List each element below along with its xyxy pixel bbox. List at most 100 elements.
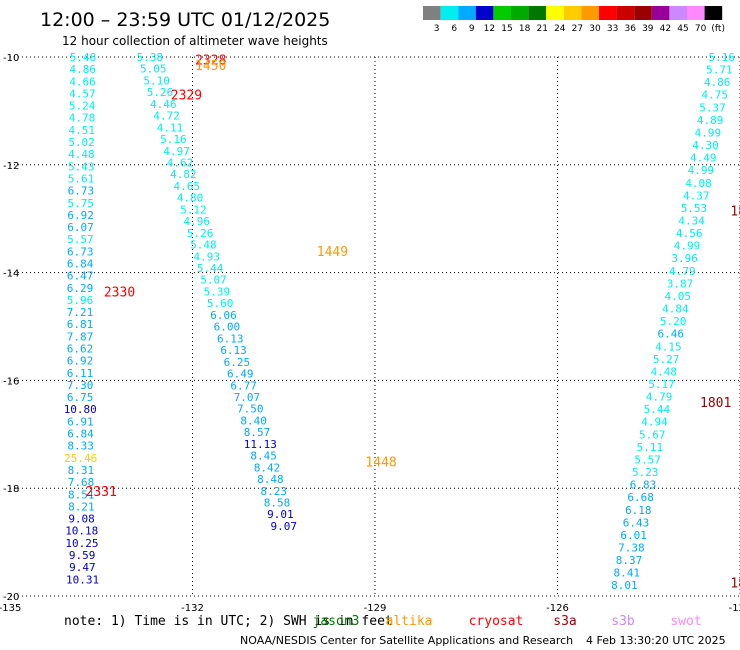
wave-height-value: 5.20 (660, 315, 687, 328)
wave-height-value: 8.58 (264, 496, 291, 509)
scale-label: 3 (434, 24, 440, 34)
x-tick-label: -126 (546, 603, 569, 614)
satellite-legend-item: s3a (553, 614, 576, 629)
wave-height-value: 8.41 (613, 567, 640, 580)
wave-height-value: 6.68 (627, 491, 654, 504)
wave-height-value: 9.07 (271, 520, 298, 533)
wave-height-value: 4.80 (177, 192, 204, 205)
scale-swatch (704, 6, 723, 20)
wave-height-value: 6.00 (214, 321, 241, 334)
wave-height-value: 8.37 (616, 554, 643, 567)
wave-height-value: 4.94 (641, 416, 668, 429)
wave-height-value: 5.27 (653, 353, 680, 366)
pass-time-label: 1800 (730, 205, 740, 220)
wave-height-value: 6.07 (67, 221, 94, 234)
wave-height-value: 7.07 (234, 391, 261, 404)
wave-height-value: 5.02 (68, 136, 95, 149)
scale-swatch (546, 6, 564, 20)
wave-height-value: 6.43 (623, 516, 650, 529)
wave-height-value: 5.26 (147, 86, 174, 99)
pass-time-label: 2330 (104, 285, 135, 300)
wave-height-value: 4.37 (683, 189, 710, 202)
wave-height-value: 8.57 (244, 426, 271, 439)
scale-swatch (616, 6, 635, 20)
wave-height-value: 4.89 (697, 114, 724, 127)
wave-height-value: 4.93 (194, 250, 221, 263)
wave-height-value: 6.49 (227, 368, 254, 381)
wave-height-value: 5.24 (69, 100, 96, 113)
satellite-legend-item: s3b (611, 614, 635, 629)
page-title: 12:00 – 23:59 UTC 01/12/2025 (40, 9, 330, 31)
wave-height-value: 5.05 (140, 63, 167, 76)
wave-height-value: 4.66 (69, 75, 96, 88)
scale-swatch (563, 6, 582, 20)
wave-height-value: 4.82 (170, 168, 197, 181)
wave-height-value: 6.46 (658, 328, 685, 341)
wave-height-value: 5.57 (634, 453, 661, 466)
scale-label: 15 (501, 24, 512, 34)
wave-height-value: 7.87 (67, 330, 94, 343)
wave-height-value: 5.07 (200, 274, 227, 287)
x-tick-label: -123 (729, 603, 740, 614)
wave-height-value: 6.11 (67, 367, 94, 380)
x-tick-label: -132 (181, 603, 204, 614)
wave-height-value: 4.99 (695, 126, 722, 139)
wave-height-value: 4.11 (157, 121, 184, 134)
wave-height-value: 5.44 (197, 262, 224, 275)
wave-height-value: 4.51 (69, 124, 96, 137)
wave-height-value: 5.57 (67, 233, 94, 246)
scale-swatch (493, 6, 511, 20)
y-tick-label: -18 (3, 484, 19, 495)
scale-swatch (475, 6, 494, 20)
wave-height-value: 6.75 (67, 391, 94, 404)
pass-time-label: 1801 (700, 396, 731, 411)
axis-ticks: -135-132-129-126-123-12-10-12-14-16-18-2… (0, 53, 740, 614)
scale-swatch (423, 6, 441, 20)
wave-height-value: 5.60 (207, 297, 234, 310)
footer-timestamp: 4 Feb 13:30:20 UTC 2025 (586, 634, 726, 647)
wave-height-value: 4.96 (184, 215, 211, 228)
wave-height-value: 4.84 (662, 303, 689, 316)
wave-height-value: 4.15 (655, 340, 682, 353)
wave-height-value: 5.16 (709, 51, 736, 64)
wave-height-value: 4.49 (690, 152, 717, 165)
wave-height-value: 10.18 (65, 525, 98, 538)
scale-swatch (440, 6, 459, 20)
scale-label: 6 (451, 24, 457, 34)
wave-height-value: 6.18 (625, 504, 652, 517)
wave-height-value: 4.79 (669, 265, 696, 278)
wave-height-value: 8.31 (68, 464, 95, 477)
scale-label: 42 (660, 24, 671, 34)
y-tick-label: -12 (3, 161, 19, 172)
y-tick-label: -10 (3, 53, 19, 64)
scale-swatch (528, 6, 547, 20)
pass-time-label: 1802 (730, 577, 740, 592)
wave-height-value: 4.79 (646, 391, 673, 404)
pass-time-labels: 2328232923302331145014491448175918001801… (86, 54, 740, 592)
wave-height-value: 4.78 (69, 112, 96, 125)
scale-label: 70 (695, 24, 707, 34)
satellite-legend: jason3 altika cryosat s3a s3b swot (313, 614, 702, 629)
wave-height-value: 5.26 (187, 227, 214, 240)
wave-height-value: 4.75 (702, 89, 729, 102)
wave-height-value: 8.23 (260, 485, 287, 498)
wave-height-value: 4.62 (167, 157, 194, 170)
scale-label: 24 (554, 24, 566, 34)
pass-time-label: 2328 (195, 54, 226, 69)
scale-label: (ft) (711, 24, 725, 34)
wave-height-value: 25.46 (64, 452, 97, 465)
wave-height-value: 6.84 (67, 257, 94, 270)
scale-swatch (581, 6, 599, 20)
satellite-legend-item: jason3 (313, 614, 360, 629)
x-tick-label: -129 (364, 603, 387, 614)
scale-swatch (599, 6, 617, 20)
scale-label: 21 (536, 24, 547, 34)
wave-height-value: 4.99 (688, 164, 715, 177)
wave-height-value: 8.40 (240, 414, 267, 427)
wave-height-value: 8.42 (254, 461, 281, 474)
wave-height-value: 5.23 (632, 466, 659, 479)
wave-height-value: 4.86 (704, 76, 731, 89)
wave-height-value: 6.81 (67, 318, 94, 331)
wave-height-value: 6.92 (67, 209, 94, 222)
